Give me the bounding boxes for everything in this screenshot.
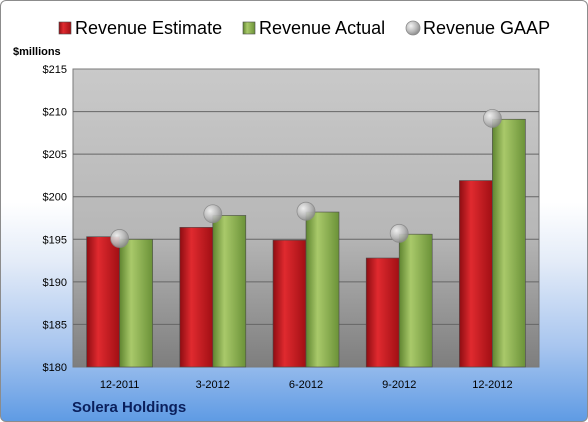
bar-revenue-estimate [272,239,307,368]
company-name: Solera Holdings [72,399,187,416]
y-tick-label: $190 [43,277,67,289]
bar-revenue-estimate [459,180,493,368]
bar-revenue-estimate [179,227,214,368]
y-tick-label: $200 [43,192,67,204]
legend-swatch-revenue-gaap [405,20,421,36]
marker-revenue-gaap [389,223,409,243]
y-tick-label: $185 [43,319,67,331]
marker-revenue-gaap [296,201,316,221]
x-tick-label: 9-2012 [382,379,416,391]
bar-revenue-actual [212,215,247,368]
y-tick-label: $180 [43,362,67,374]
legend-label: Revenue Estimate [75,18,222,38]
bar-revenue-actual [305,211,340,368]
legend-swatch-revenue-actual [242,21,256,35]
bar-revenue-estimate [365,257,400,368]
legend-swatch-revenue-estimate [58,21,72,35]
x-tick-label: 3-2012 [196,379,230,391]
bar-revenue-actual [492,118,526,368]
y-tick-label: $195 [43,234,67,246]
x-tick-label: 12-2011 [100,379,140,391]
legend-label: Revenue Actual [259,18,385,38]
bar-revenue-actual [119,238,153,368]
x-tick-label: 12-2012 [472,379,512,391]
legend-label: Revenue GAAP [423,18,550,38]
bar-revenue-estimate [86,236,120,368]
marker-revenue-gaap [110,229,129,248]
y-tick-label: $215 [43,64,67,76]
unit-label: $millions [13,46,61,58]
y-tick-label: $205 [43,149,67,161]
y-tick-label: $210 [43,107,67,119]
marker-revenue-gaap [482,108,502,128]
marker-revenue-gaap [203,204,223,224]
bar-revenue-actual [398,233,433,368]
x-tick-label: 6-2012 [289,379,323,391]
